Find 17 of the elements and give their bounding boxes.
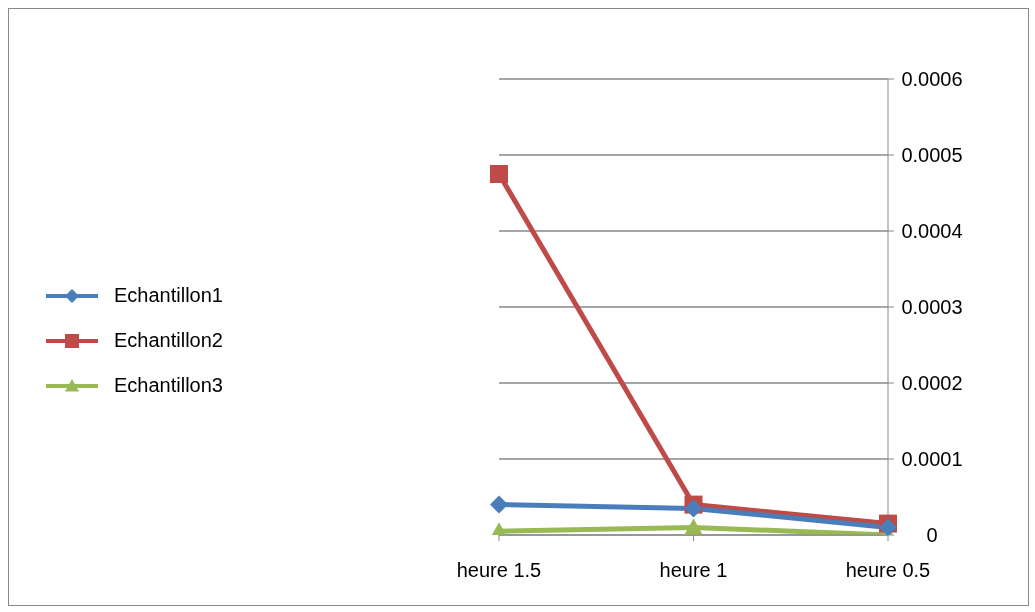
y-tick-label: 0.0002 (901, 372, 963, 395)
x-tick-label: heure 1.5 (456, 559, 542, 582)
point (684, 499, 703, 518)
point (879, 518, 897, 535)
legend-label: Echantillon3 (114, 374, 223, 397)
y-tick-label: 0.0001 (901, 448, 963, 471)
legend-label: Echantillon2 (114, 329, 223, 352)
point (490, 165, 508, 183)
y-tick-label: 0.0003 (901, 296, 963, 319)
y-tick-label: 0.0004 (901, 220, 963, 243)
point (490, 495, 508, 514)
y-tick-label: 0.0006 (901, 68, 963, 91)
legend-label: Echantillon1 (114, 284, 223, 307)
y-tick-label: 0.0005 (901, 144, 963, 167)
x-tick-label: heure 1 (659, 559, 728, 582)
x-tick-label: heure 0.5 (845, 559, 931, 582)
y-tick-label: 0 (926, 524, 938, 547)
